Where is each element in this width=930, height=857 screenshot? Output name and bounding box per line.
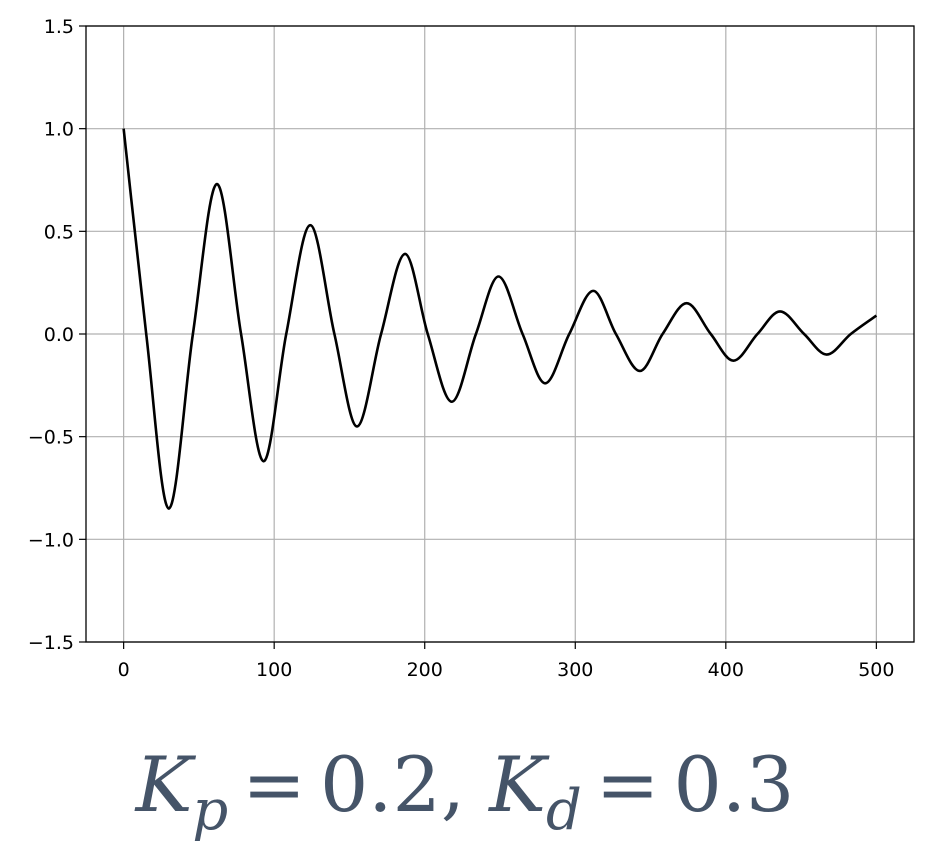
y-tick-label: −1.5 — [28, 632, 74, 654]
y-tick-label: 0.5 — [44, 221, 74, 243]
caption-kp-symbol: K — [135, 740, 193, 829]
x-tick-label: 0 — [118, 659, 130, 681]
x-axis-ticks: 0 100 200 300 400 500 — [118, 642, 894, 681]
y-tick-label: −0.5 — [28, 427, 74, 449]
y-tick-label: 0.0 — [44, 324, 74, 346]
x-tick-label: 200 — [407, 659, 443, 681]
caption-equals-2: = — [595, 740, 660, 829]
caption: Kp = 0.2, Kd = 0.3 — [0, 735, 930, 839]
y-tick-label: 1.5 — [44, 16, 74, 38]
x-tick-label: 100 — [256, 659, 292, 681]
x-tick-label: 300 — [557, 659, 593, 681]
caption-kp-subscript: p — [192, 778, 229, 843]
y-tick-label: −1.0 — [28, 529, 74, 551]
x-tick-label: 500 — [858, 659, 894, 681]
y-axis-ticks: 1.5 1.0 0.5 0.0 −0.5 −1.0 −1.5 — [28, 16, 86, 654]
grid — [86, 25, 914, 643]
caption-kp-value: 0.2, — [319, 740, 465, 829]
caption-equals-1: = — [242, 740, 306, 829]
x-tick-label: 400 — [708, 659, 744, 681]
series-layer — [122, 128, 878, 510]
series-line — [122, 128, 878, 510]
y-tick-label: 1.0 — [44, 119, 74, 141]
caption-kd-value: 0.3 — [673, 740, 795, 829]
caption-kd-symbol: K — [489, 740, 546, 829]
chart: 0 100 200 300 400 500 1.5 1.0 0.5 0.0 −0.5 −1.0 −1.… — [28, 16, 915, 681]
caption-kd-subscript: d — [545, 778, 582, 843]
